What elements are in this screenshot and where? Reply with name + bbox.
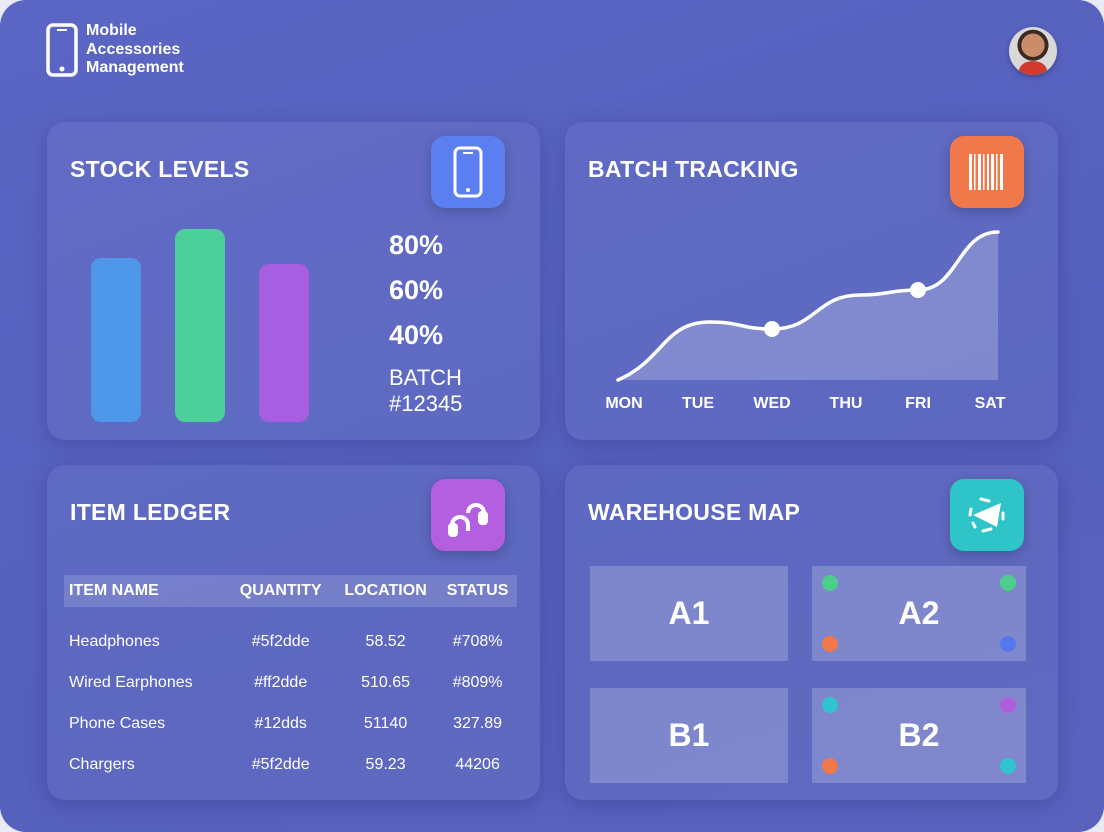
table-cell: 510.65 <box>361 673 411 691</box>
smartphone-icon[interactable] <box>431 136 505 208</box>
stock-bar <box>175 229 225 422</box>
card-title: STOCK LEVELS <box>70 156 250 182</box>
table-cell: Wired Earphones <box>69 673 193 691</box>
x-axis-label: FRI <box>905 395 931 412</box>
item-marker[interactable] <box>822 697 838 713</box>
table-cell: 58.52 <box>365 632 406 650</box>
stock-bar <box>91 257 141 422</box>
item-marker[interactable] <box>1000 575 1016 591</box>
table-cell: #12dds <box>254 714 307 732</box>
table-row[interactable]: Phone Cases #12dds 51140 327.89 <box>64 703 517 744</box>
smartphone-icon <box>46 23 78 77</box>
x-axis-label: TUE <box>682 395 714 412</box>
warehouse-map-card: WAREHOUSE MAP A1 A2 B1 B2 <box>565 465 1058 800</box>
data-point[interactable] <box>764 321 780 337</box>
app-title: Mobile Accessories Management <box>86 22 184 78</box>
batch-number: #12345 <box>389 391 463 416</box>
column-header[interactable]: ITEM NAME <box>64 575 229 607</box>
column-header[interactable]: STATUS <box>438 575 517 607</box>
table-cell: #5f2dde <box>251 755 310 773</box>
ledger-table: ITEM NAME QUANTITY LOCATION STATUS Headphon… <box>64 575 517 785</box>
table-row[interactable]: Headphones #5f2dde 58.52 #708% <box>64 607 517 662</box>
title-line: Mobile <box>86 22 137 39</box>
headphones-icon[interactable] <box>431 479 505 551</box>
card-title: WAREHOUSE MAP <box>588 499 801 525</box>
table-cell: 59.23 <box>365 755 406 773</box>
zone-label: A1 <box>668 595 710 631</box>
zone-a2[interactable]: A2 <box>812 566 1026 661</box>
batch-label: BATCH <box>389 365 462 390</box>
item-ledger-card: ITEM LEDGER ITEM NAME QUANTITY LOCATION STA… <box>47 465 540 800</box>
card-title: ITEM LEDGER <box>70 499 231 525</box>
batch-tracking-card: BATCH TRACKING MON TUE WED THU FRI SAT <box>565 122 1058 440</box>
stock-levels-card: STOCK LEVELS 80% 60% 40% BATCH #12345 <box>47 122 540 440</box>
x-axis-label: MON <box>605 395 643 412</box>
table-row[interactable]: Wired Earphones #ff2dde 510.65 #809% <box>64 662 517 703</box>
app-logo[interactable]: Mobile Accessories Management <box>46 22 184 78</box>
table-cell: 327.89 <box>453 714 503 732</box>
table-cell: 51140 <box>363 714 408 732</box>
x-axis-label: THU <box>829 395 863 412</box>
table-cell: Phone Cases <box>69 714 166 732</box>
item-marker[interactable] <box>1000 636 1016 652</box>
column-header[interactable]: QUANTITY <box>228 575 333 607</box>
column-header[interactable]: LOCATION <box>332 575 439 607</box>
table-cell: 44206 <box>455 755 500 773</box>
batch-line-chart <box>616 230 1000 382</box>
line-series <box>616 230 1000 382</box>
user-avatar[interactable] <box>1009 27 1057 75</box>
item-marker[interactable] <box>822 636 838 652</box>
x-axis-label: SAT <box>974 395 1006 412</box>
line-area <box>618 232 998 380</box>
item-marker[interactable] <box>1000 758 1016 774</box>
table-cell: #809% <box>452 673 503 691</box>
zone-label: A2 <box>898 595 940 631</box>
zone-label: B2 <box>898 717 940 753</box>
title-line: Accessories <box>86 40 181 58</box>
x-axis-label: WED <box>753 395 791 412</box>
table-cell: #708% <box>452 632 503 650</box>
percentage-label: 80% <box>389 230 444 260</box>
percentage-label: 60% <box>389 275 444 305</box>
stock-bar <box>259 263 309 422</box>
data-point[interactable] <box>910 282 926 298</box>
zone-label: B1 <box>668 717 710 753</box>
table-cell: Headphones <box>69 632 160 650</box>
location-arrow-icon[interactable] <box>950 479 1024 551</box>
item-marker[interactable] <box>1000 697 1016 713</box>
item-marker[interactable] <box>822 575 838 591</box>
percentage-label: 40% <box>389 320 444 350</box>
table-cell: #5f2dde <box>251 632 310 650</box>
barcode-icon[interactable] <box>950 136 1024 208</box>
card-title: BATCH TRACKING <box>588 156 799 182</box>
zone-a1[interactable]: A1 <box>590 566 788 661</box>
batch-info: BATCH #12345 <box>389 365 462 417</box>
table-row[interactable]: Chargers #5f2dde 59.23 44206 <box>64 744 517 785</box>
zone-b2[interactable]: B2 <box>812 688 1026 783</box>
zone-b1[interactable]: B1 <box>590 688 788 783</box>
item-marker[interactable] <box>822 758 838 774</box>
title-line: Management <box>86 59 184 76</box>
table-cell: #ff2dde <box>254 673 308 691</box>
table-cell: Chargers <box>69 755 135 773</box>
